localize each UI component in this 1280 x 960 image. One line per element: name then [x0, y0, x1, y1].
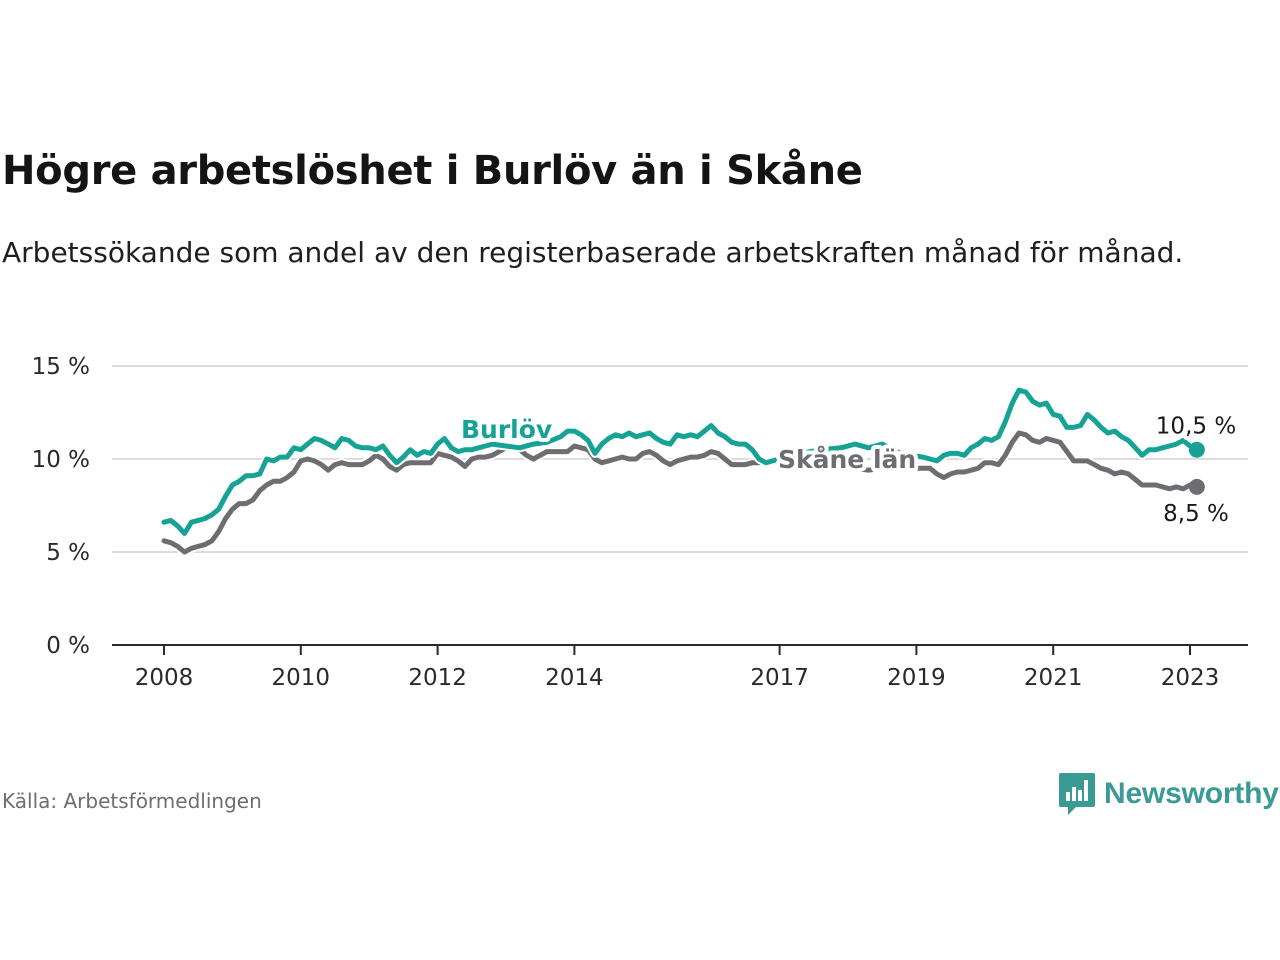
newsworthy-wordmark: Newsworthy [1104, 777, 1279, 810]
chart-subtitle: Arbetssökande som andel av den registerb… [2, 236, 1184, 269]
series-label-skane: Skåne län [778, 445, 916, 474]
x-tick-label: 2021 [1024, 665, 1083, 691]
y-tick-label: 10 % [32, 447, 90, 473]
x-tick-label: 2012 [408, 665, 467, 691]
end-label-skane-halo: 8,5 % [1163, 501, 1229, 527]
series-line-burlov [161, 387, 1200, 536]
y-tick-label: 15 % [32, 354, 90, 380]
y-tick-label: 5 % [46, 540, 90, 566]
y-axis-ticks: 0 % 5 % 10 % 15 % [32, 354, 90, 659]
newsworthy-logo-icon [1059, 773, 1095, 815]
source-note: Källa: Arbetsförmedlingen [2, 789, 262, 813]
series-lines [159, 385, 1205, 557]
x-tick-label: 2019 [887, 665, 946, 691]
y-tick-label: 0 % [46, 633, 90, 659]
x-tick-label: 2010 [272, 665, 331, 691]
x-tick-label: 2014 [545, 665, 604, 691]
x-tick-label: 2008 [135, 665, 194, 691]
series-label-burlov-halo: Burlöv [461, 415, 552, 444]
series-label-burlov: Burlöv [461, 415, 552, 444]
chart-title: Högre arbetslöshet i Burlöv än i Skåne [2, 148, 863, 194]
x-tick-label: 2023 [1161, 665, 1220, 691]
end-label-burlov: 10,5 % [1156, 414, 1236, 440]
end-label-skane: 8,5 % [1163, 501, 1229, 527]
series-label-skane-halo: Skåne län [778, 445, 916, 474]
x-axis: 2008 2010 2012 2014 2017 2019 2021 2023 [112, 644, 1248, 691]
series-line-skane [161, 430, 1200, 555]
newsworthy-brand[interactable]: Newsworthy [1058, 772, 1279, 816]
series-halo-skane [159, 428, 1202, 557]
line-chart: 0 %5 %10 %15 % 2008 2010 2012 2014 2017 2019 2… [32, 354, 1248, 691]
end-label-burlov-halo: 10,5 % [1156, 414, 1236, 440]
x-tick-label: 2017 [750, 665, 809, 691]
end-marker-skane [1188, 478, 1205, 495]
end-marker-burlov [1188, 441, 1205, 458]
